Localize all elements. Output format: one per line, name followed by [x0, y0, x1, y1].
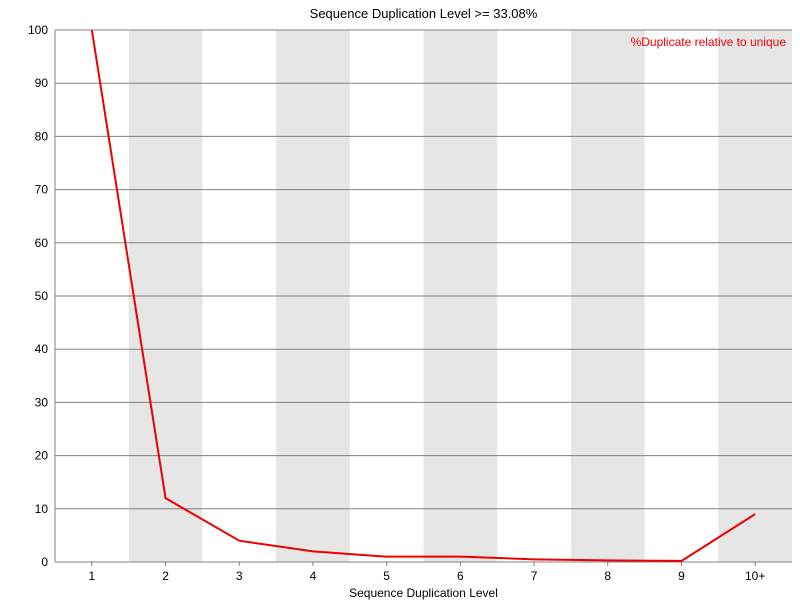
x-axis-label: Sequence Duplication Level [349, 586, 498, 600]
x-tick-label: 5 [383, 569, 390, 583]
y-tick-label: 30 [35, 395, 49, 409]
y-tick-label: 10 [35, 502, 49, 516]
y-tick-label: 0 [41, 555, 48, 569]
x-tick-label: 4 [310, 569, 317, 583]
x-tick-label: 8 [604, 569, 611, 583]
x-tick-label: 7 [531, 569, 538, 583]
y-tick-label: 20 [35, 449, 49, 463]
y-tick-label: 50 [35, 289, 49, 303]
x-tick-label: 1 [89, 569, 96, 583]
y-tick-label: 80 [35, 129, 49, 143]
y-tick-label: 40 [35, 342, 49, 356]
x-tick-label: 9 [678, 569, 685, 583]
chart-title: Sequence Duplication Level >= 33.08% [310, 6, 538, 21]
x-tick-label: 10+ [745, 569, 765, 583]
y-tick-label: 90 [35, 76, 49, 90]
x-tick-label: 3 [236, 569, 243, 583]
x-tick-label: 6 [457, 569, 464, 583]
chart-container: 0 10 20 30 40 50 60 70 80 90 100 1 2 3 4 5 6 7 8 9 10+ Sequen… [0, 0, 800, 600]
y-tick-label: 70 [35, 183, 49, 197]
chart-background [0, 0, 800, 600]
x-tick-label: 2 [162, 569, 169, 583]
chart-svg: 0 10 20 30 40 50 60 70 80 90 100 1 2 3 4 5 6 7 8 9 10+ Sequen… [0, 0, 800, 600]
legend-label: %Duplicate relative to unique [631, 35, 787, 49]
y-tick-label: 100 [28, 23, 48, 37]
y-tick-label: 60 [35, 236, 49, 250]
